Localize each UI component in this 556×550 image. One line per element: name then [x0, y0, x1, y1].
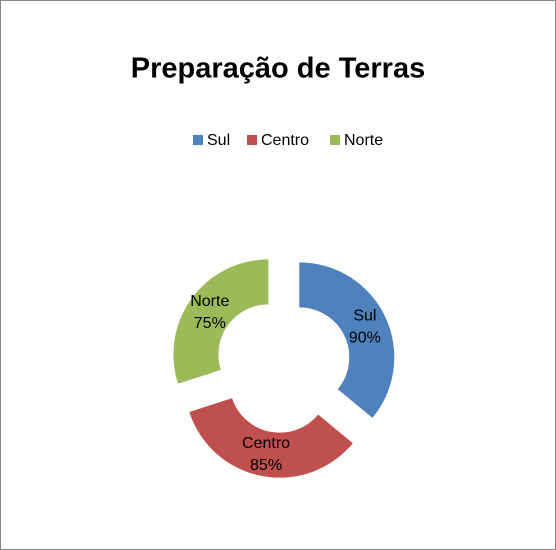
legend-swatch [330, 135, 340, 145]
slice-category-label: Centro [242, 435, 290, 452]
legend-label: Centro [261, 132, 309, 149]
slice-value-label: 75% [194, 315, 226, 332]
doughnut-slice [173, 259, 269, 384]
slice-value-label: 85% [250, 457, 282, 474]
slice-category-label: Norte [190, 293, 229, 310]
doughnut-slice [189, 398, 353, 478]
legend-label: Sul [207, 132, 230, 149]
doughnut-slice [299, 262, 395, 418]
slice-category-label: Sul [353, 308, 376, 325]
chart-title: Preparação de Terras [131, 53, 425, 85]
legend-swatch [247, 135, 257, 145]
legend-swatch [193, 135, 203, 145]
legend-label: Norte [344, 132, 383, 149]
slice-value-label: 90% [349, 330, 381, 347]
